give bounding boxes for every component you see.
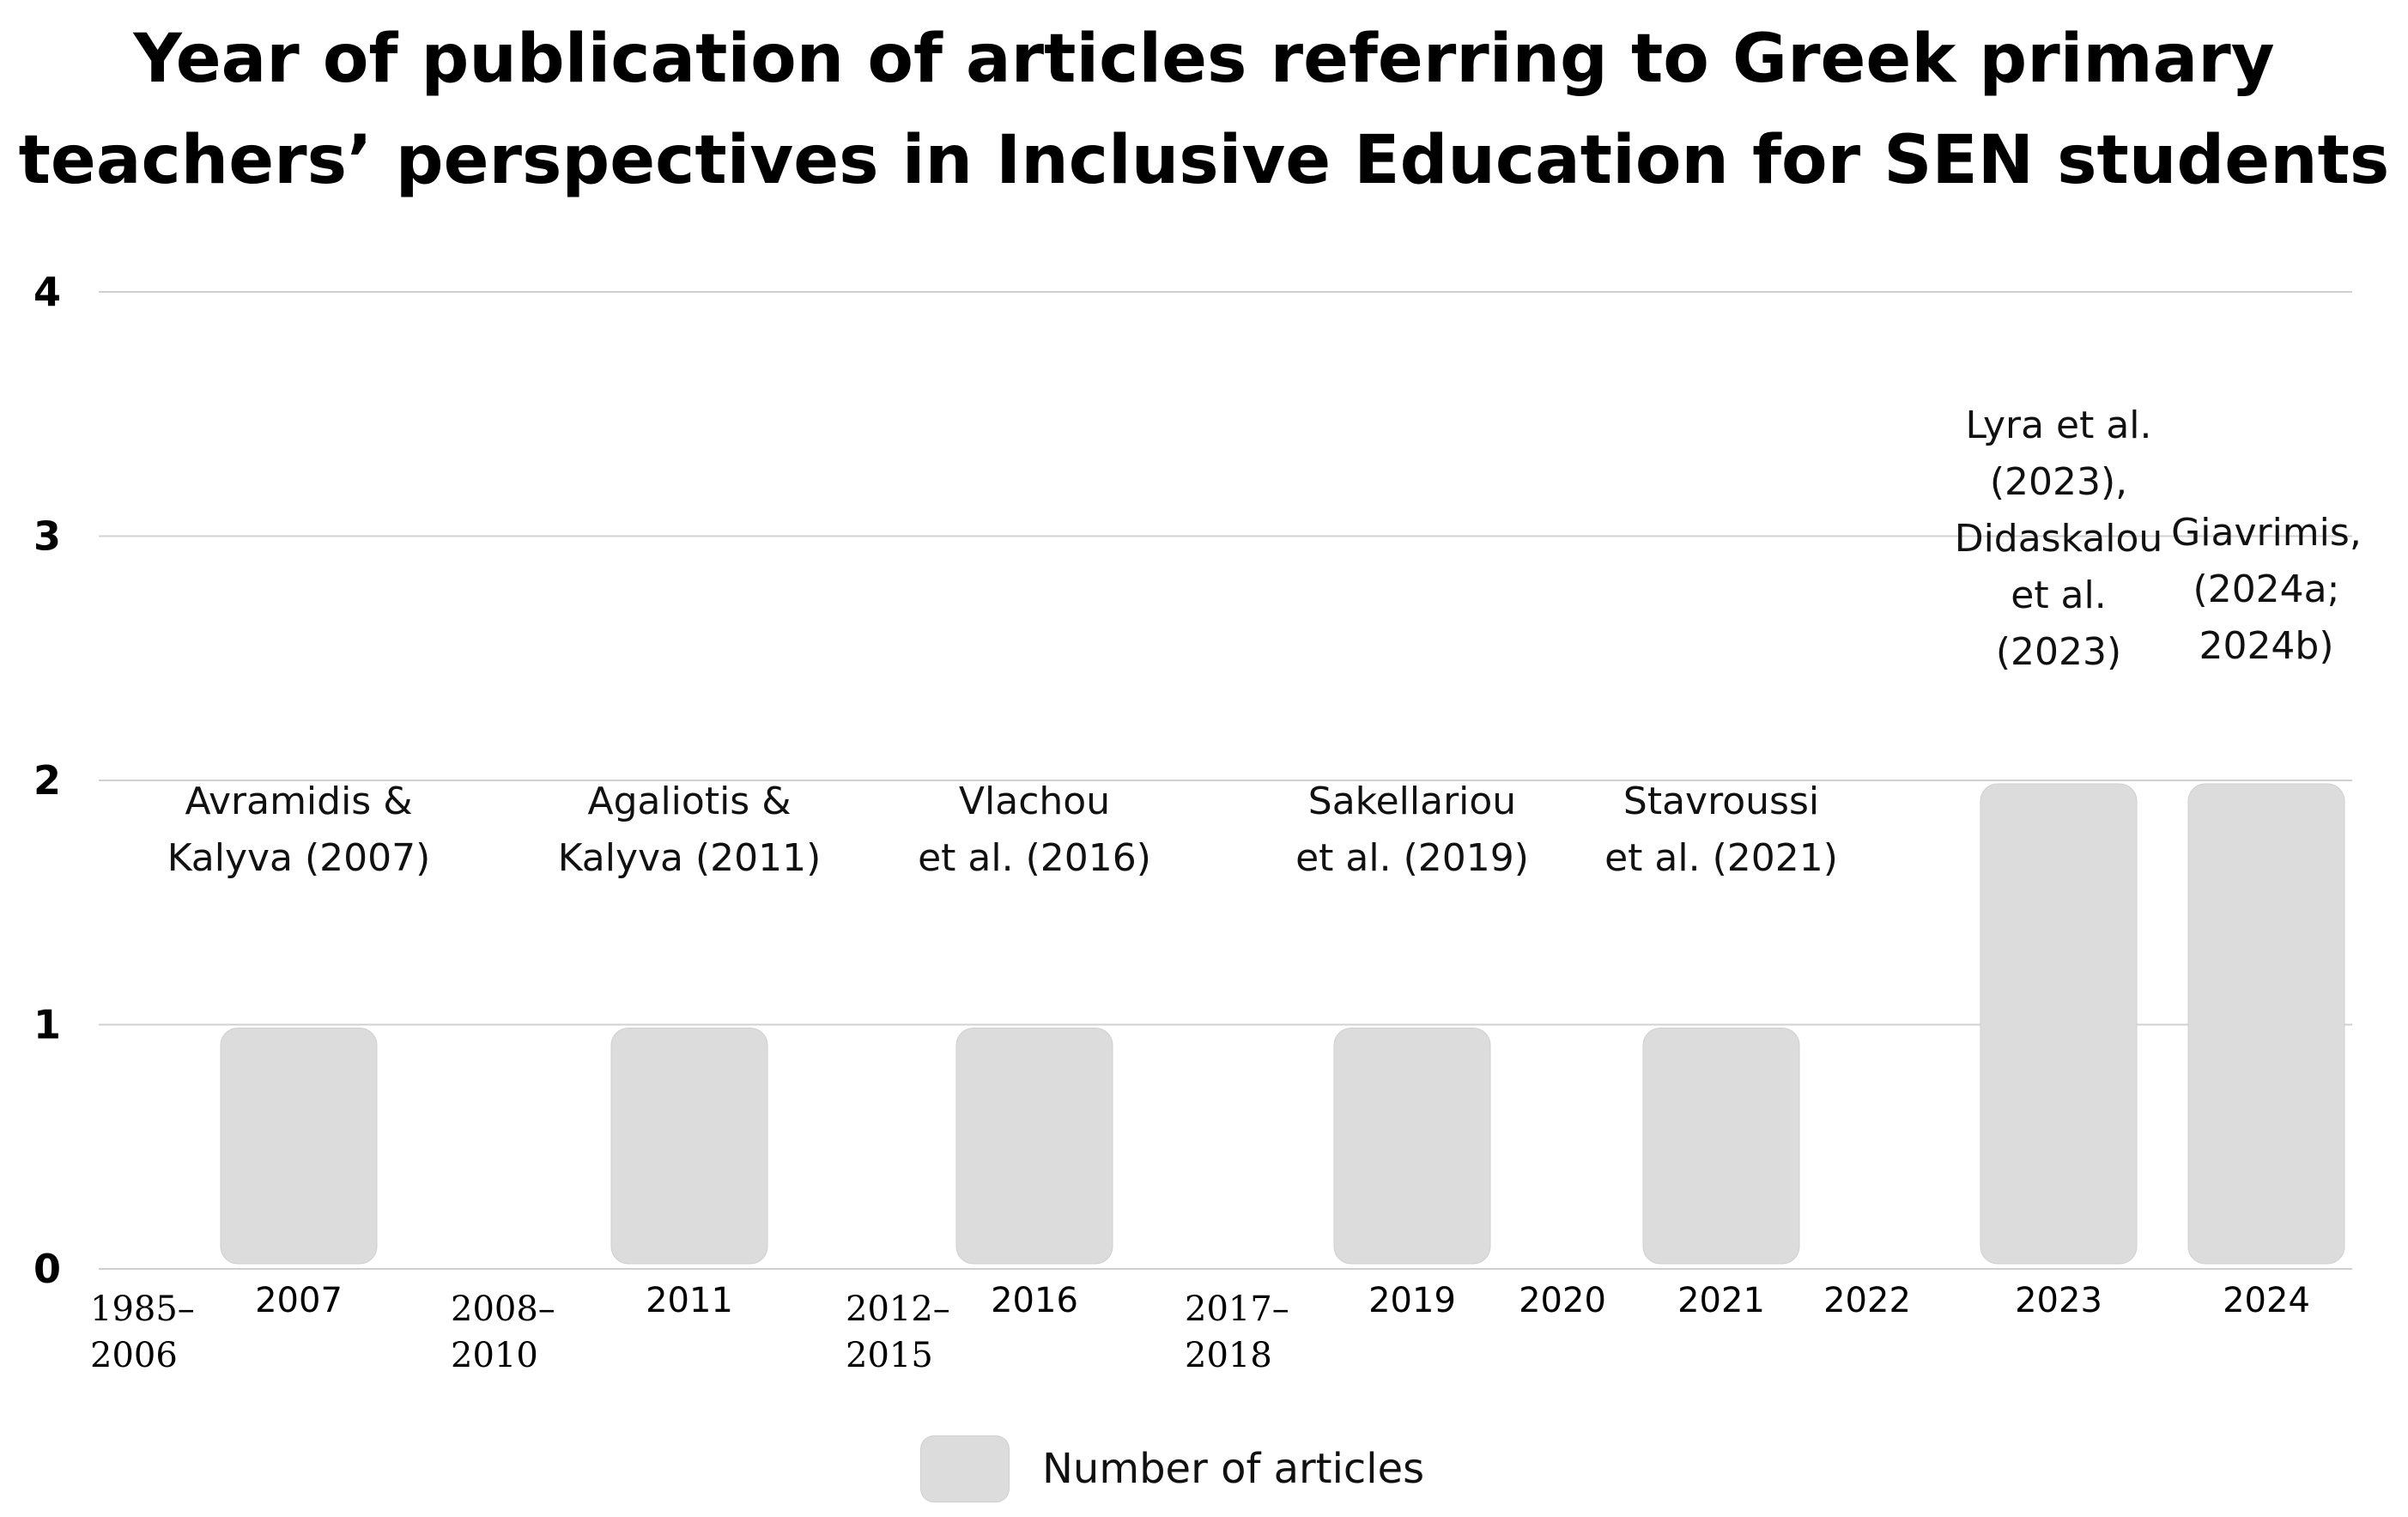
annotation-line: et al. [2011, 573, 2106, 617]
x-tick-label: 2012– 2015 [846, 1289, 950, 1375]
annotation-line: Kalyva (2011) [558, 836, 822, 880]
annotation-2007: Avramidis & Kalyva (2007) [167, 780, 431, 880]
x-tick-label: 2021 [1677, 1281, 1765, 1320]
x-tick-label-text: 2019 [1368, 1281, 1456, 1320]
x-tick-label-line: 2018 [1185, 1336, 1272, 1375]
legend-label: Number of articles [1042, 1445, 1425, 1493]
chart-title: Year of publication of articles referrin… [0, 9, 2408, 211]
bar-2024 [2187, 783, 2345, 1265]
legend-swatch [920, 1435, 1010, 1502]
annotation-2021: Stavroussi et al. (2021) [1604, 780, 1838, 880]
annotation-line: 2024b) [2199, 624, 2333, 668]
y-tick-label: 3 [33, 513, 61, 560]
bar-2016 [955, 1028, 1113, 1265]
annotation-line: et al. (2019) [1295, 836, 1529, 880]
bar-2007 [220, 1028, 378, 1265]
y-tick-label: 0 [33, 1246, 61, 1292]
y-axis: 0 1 2 3 4 [33, 269, 61, 1292]
y-tick-label: 2 [33, 757, 61, 804]
annotation-2019: Sakellariou et al. (2019) [1295, 780, 1529, 880]
annotation-2016: Vlachou et al. (2016) [918, 780, 1151, 880]
x-tick-label-text: 2022 [1823, 1281, 1911, 1320]
annotation-line: Kalyva (2007) [167, 836, 431, 880]
annotation-line: Agaliotis & [587, 780, 791, 823]
x-tick-label-text: 2011 [646, 1281, 733, 1320]
annotation-2024: Giavrimis, (2024a; 2024b) [2171, 511, 2362, 668]
x-tick-label: 2008– 2010 [451, 1289, 555, 1375]
x-tick-label-text: 2021 [1677, 1281, 1765, 1320]
annotation-line: (2023), [1990, 460, 2127, 504]
x-tick-label: 2007 [255, 1281, 343, 1320]
x-tick-label-text: 2020 [1519, 1281, 1606, 1320]
x-tick-label: 2023 [2015, 1281, 2102, 1320]
annotation-2023: Lyra et al. (2023), Didaskalou et al. (2023) [1955, 404, 2163, 674]
x-tick-label-line: 2010 [451, 1336, 538, 1375]
x-tick-label: 1985– 2006 [90, 1289, 195, 1375]
x-tick-label-line: 2012– [846, 1289, 950, 1329]
annotation-line: et al. (2016) [918, 836, 1151, 880]
bar-2023 [1980, 783, 2138, 1265]
annotation-line: Avramidis & [185, 780, 412, 823]
annotation-line: Stavroussi [1623, 780, 1819, 823]
x-tick-label-text: 2023 [2015, 1281, 2102, 1320]
x-tick-label-text: 2024 [2223, 1281, 2310, 1320]
x-tick-label-line: 1985– [90, 1289, 195, 1329]
bars [220, 783, 2345, 1265]
bar-2019 [1333, 1028, 1491, 1265]
x-tick-label: 2024 [2223, 1281, 2310, 1320]
bar-2021 [1642, 1028, 1800, 1265]
chart-title-line-2: teachers’ perspectives in Inclusive Educ… [18, 122, 2390, 199]
x-tick-label-text: 2007 [255, 1281, 343, 1320]
x-tick-label: 2019 [1368, 1281, 1456, 1320]
y-tick-label: 4 [33, 269, 61, 315]
x-tick-label: 2011 [646, 1281, 733, 1320]
annotation-line: (2024a; [2193, 567, 2340, 611]
gridlines [99, 291, 2352, 1270]
annotation-2011: Agaliotis & Kalyva (2011) [558, 780, 822, 880]
annotation-line: et al. (2021) [1604, 836, 1838, 880]
chart-title-line-1: Year of publication of articles referrin… [133, 21, 2275, 98]
x-tick-label-line: 2015 [846, 1336, 933, 1375]
x-tick-label-text: 2016 [991, 1281, 1078, 1320]
y-tick-label: 1 [33, 1002, 61, 1048]
x-tick-label: 2022 [1823, 1281, 1911, 1320]
x-tick-label-line: 2017– [1185, 1289, 1289, 1329]
annotation-line: Giavrimis, [2171, 511, 2362, 555]
bar-annotations: Avramidis & Kalyva (2007) Agaliotis & Kalyv… [167, 404, 2362, 880]
x-axis: 1985– 2006 2007 2008– 2010 2011 2012– 2015 2016 2… [90, 1281, 2310, 1375]
x-tick-label: 2017– 2018 [1185, 1289, 1289, 1375]
legend: Number of articles [920, 1435, 1424, 1502]
x-tick-label: 2016 [991, 1281, 1078, 1320]
annotation-line: Vlachou [959, 780, 1110, 823]
annotation-line: (2023) [1996, 630, 2121, 674]
annotation-line: Sakellariou [1308, 780, 1516, 823]
x-tick-label: 2020 [1519, 1281, 1606, 1320]
bar-2011 [610, 1028, 768, 1265]
x-tick-label-line: 2008– [451, 1289, 555, 1329]
x-tick-label-line: 2006 [90, 1336, 178, 1375]
annotation-line: Didaskalou [1955, 517, 2163, 561]
annotation-line: Lyra et al. [1965, 404, 2151, 447]
